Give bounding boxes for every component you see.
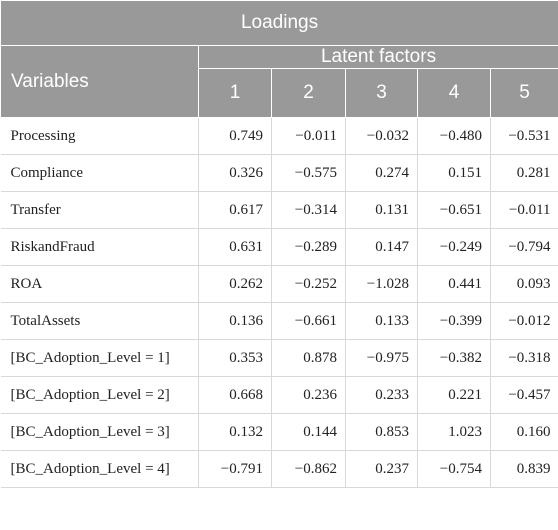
loading-value: 0.878 — [271, 339, 346, 377]
loading-value: 0.274 — [345, 154, 418, 192]
loading-value: 0.160 — [489, 413, 558, 451]
table-row: Compliance 0.326 −0.575 0.274 0.151 0.281 — [0, 154, 558, 192]
variable-label: [BC_Adoption_Level = 3] — [0, 413, 199, 451]
factor-header: 4 — [417, 68, 491, 118]
loading-value: 0.133 — [345, 302, 418, 340]
table-row: [BC_Adoption_Level = 1] 0.353 0.878 −0.975−… — [0, 339, 558, 377]
loading-value: 0.839 — [489, 450, 558, 488]
variable-label: Processing — [0, 117, 199, 155]
variable-label: ROA — [0, 265, 199, 303]
variable-label: Compliance — [0, 154, 199, 192]
loading-value: −0.012 — [489, 302, 558, 340]
header-row: Variables Latent factors — [0, 45, 558, 118]
loading-value: −0.252 — [271, 265, 346, 303]
loading-value: −0.032 — [345, 117, 418, 155]
loading-value: 0.093 — [489, 265, 558, 303]
loading-value: 1.023 — [417, 413, 491, 451]
loading-value: −0.318 — [489, 339, 558, 377]
loading-value: 0.353 — [198, 339, 272, 377]
variable-label: [BC_Adoption_Level = 4] — [0, 450, 199, 488]
loading-value: −0.011 — [489, 191, 558, 229]
loading-value: 0.281 — [489, 154, 558, 192]
loading-value: 0.236 — [271, 376, 346, 414]
loading-value: −0.575 — [271, 154, 346, 192]
factor-header: 1 — [198, 68, 272, 118]
loading-value: −0.754 — [417, 450, 491, 488]
table-row: ROA 0.262 −0.252 −1.028 0.441 0.093 — [0, 265, 558, 303]
loading-value: 0.617 — [198, 191, 272, 229]
loading-value: 0.262 — [198, 265, 272, 303]
factor-header: 5 — [489, 68, 558, 118]
loading-value: −1.028 — [345, 265, 418, 303]
table-body: Processing 0.749 −0.011 −0.032 −0.480 −0.531 C… — [0, 117, 558, 488]
loading-value: −0.382 — [417, 339, 491, 377]
variables-header: Variables — [0, 45, 199, 118]
loading-value: −0.011 — [271, 117, 346, 155]
factor-number-row: 1 2 3 4 5 — [1, 68, 558, 118]
loading-value: 0.221 — [417, 376, 491, 414]
loading-value: 0.131 — [345, 191, 418, 229]
table-title: Loadings — [0, 0, 558, 46]
loading-value: 0.144 — [271, 413, 346, 451]
loading-value: 0.151 — [417, 154, 491, 192]
loading-value: −0.289 — [271, 228, 346, 266]
table-row: [BC_Adoption_Level = 3] 0.132 0.144 0.853 1.… — [0, 413, 558, 451]
loading-value: −0.480 — [417, 117, 491, 155]
factor-header: 2 — [271, 68, 346, 118]
variable-label: [BC_Adoption_Level = 2] — [0, 376, 199, 414]
loading-value: 0.147 — [345, 228, 418, 266]
table-row: TotalAssets 0.136 −0.661 0.133 −0.399 −0.012 — [0, 302, 558, 340]
variable-label: Transfer — [0, 191, 199, 229]
loading-value: −0.791 — [198, 450, 272, 488]
table-row: [BC_Adoption_Level = 2] 0.668 0.236 0.233 0.… — [0, 376, 558, 414]
title-row: Loadings — [0, 0, 558, 46]
loading-value: −0.862 — [271, 450, 346, 488]
loading-value: 0.136 — [198, 302, 272, 340]
loading-value: 0.853 — [345, 413, 418, 451]
loading-value: −0.975 — [345, 339, 418, 377]
loading-value: 0.233 — [345, 376, 418, 414]
loadings-table: Loadings Variables Latent factors 1 2 3 … — [0, 0, 558, 488]
table-row: Processing 0.749 −0.011 −0.032 −0.480 −0.531 — [0, 117, 558, 155]
variable-label: TotalAssets — [0, 302, 199, 340]
loading-value: 0.749 — [198, 117, 272, 155]
loading-value: 0.668 — [198, 376, 272, 414]
factor-header: 3 — [345, 68, 418, 118]
loading-value: −0.661 — [271, 302, 346, 340]
loading-value: −0.457 — [489, 376, 558, 414]
table-row: RiskandFraud 0.631 −0.289 0.147 −0.249 −0.794 — [0, 228, 558, 266]
table-row: [BC_Adoption_Level = 4] −0.791 −0.862 0.237… — [0, 450, 558, 488]
loading-value: −0.651 — [417, 191, 491, 229]
loading-value: 0.326 — [198, 154, 272, 192]
variable-label: [BC_Adoption_Level = 1] — [0, 339, 199, 377]
loading-value: −0.249 — [417, 228, 491, 266]
loading-value: −0.399 — [417, 302, 491, 340]
loading-value: 0.237 — [345, 450, 418, 488]
loading-value: 0.631 — [198, 228, 272, 266]
latent-factors-header: Latent factors — [197, 45, 558, 69]
loading-value: −0.794 — [489, 228, 558, 266]
loading-value: 0.132 — [198, 413, 272, 451]
variable-label: RiskandFraud — [0, 228, 199, 266]
loading-value: −0.531 — [489, 117, 558, 155]
loading-value: 0.441 — [417, 265, 491, 303]
table-row: Transfer 0.617 −0.314 0.131 −0.651 −0.011 — [0, 191, 558, 229]
loading-value: −0.314 — [271, 191, 346, 229]
